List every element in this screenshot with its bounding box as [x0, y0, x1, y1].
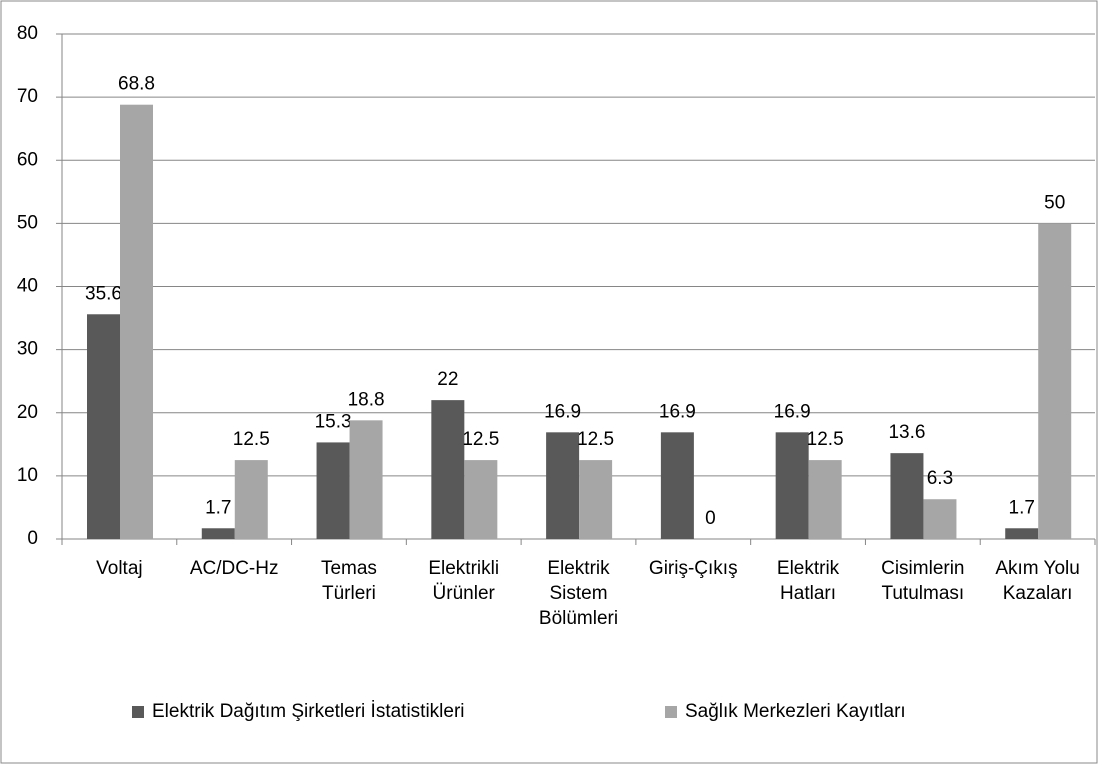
- x-tick-label: Elektrik Sistem Bölümleri: [538, 558, 619, 629]
- y-tick-label: 80: [17, 23, 38, 44]
- data-label: 16.9: [544, 401, 581, 422]
- data-label: 1.7: [205, 497, 231, 518]
- bar: [201, 528, 235, 539]
- legend-swatch: [132, 706, 144, 718]
- bar: [120, 104, 153, 539]
- bar: [464, 460, 498, 539]
- x-tick-label: Temas Türleri: [320, 558, 377, 604]
- y-tick-label: 50: [17, 212, 38, 233]
- x-tick-label: AC/DC-Hz: [189, 558, 279, 579]
- bar: [660, 432, 694, 539]
- x-tick-label: Elektrikli Ürünler: [428, 558, 500, 604]
- y-tick-label: 0: [27, 528, 38, 549]
- data-label: 6.3: [927, 468, 953, 489]
- bar: [431, 400, 465, 539]
- bar: [349, 420, 383, 539]
- bar: [579, 460, 613, 539]
- y-tick-label: 30: [17, 339, 38, 360]
- data-label: 15.3: [315, 411, 352, 432]
- bar: [775, 432, 809, 539]
- bar: [1038, 223, 1072, 539]
- bar: [316, 442, 350, 539]
- data-label: 1.7: [1009, 497, 1035, 518]
- data-label: 0: [705, 508, 716, 529]
- bar: [923, 499, 957, 539]
- bar: [546, 432, 580, 539]
- legend-swatch: [665, 706, 677, 718]
- data-label: 16.9: [774, 401, 811, 422]
- data-label: 18.8: [348, 389, 385, 410]
- x-tick-label: Giriş-Çıkış: [648, 558, 738, 579]
- bar: [890, 453, 924, 539]
- y-tick-label: 40: [17, 276, 38, 297]
- y-tick-label: 10: [17, 465, 38, 486]
- data-label: 50: [1044, 192, 1065, 213]
- data-label: 12.5: [233, 429, 270, 450]
- y-tick-label: 60: [17, 149, 38, 170]
- data-label: 35.6: [85, 283, 122, 304]
- x-tick-label: Cisimlerin Tutulması: [881, 558, 965, 604]
- bar: [234, 460, 268, 539]
- y-tick-label: 70: [17, 86, 38, 107]
- y-tick-label: 20: [17, 402, 38, 423]
- x-tick-label: Akım Yolu Kazaları: [995, 558, 1080, 604]
- bar: [808, 460, 842, 539]
- data-label: 16.9: [659, 401, 696, 422]
- bar: [87, 314, 120, 539]
- legend-label: Sağlık Merkezleri Kayıtları: [685, 701, 906, 722]
- data-label: 68.8: [118, 74, 155, 95]
- data-label: 13.6: [888, 422, 925, 443]
- x-tick-label: Voltaj: [96, 558, 143, 579]
- data-label: 12.5: [462, 429, 499, 450]
- bar: [1005, 528, 1039, 539]
- x-tick-label: Elektrik Hatları: [776, 558, 840, 604]
- data-label: 22: [437, 369, 458, 390]
- data-label: 12.5: [807, 429, 844, 450]
- data-label: 12.5: [577, 429, 614, 450]
- legend-label: Elektrik Dağıtım Şirketleri İstatistikle…: [152, 701, 465, 722]
